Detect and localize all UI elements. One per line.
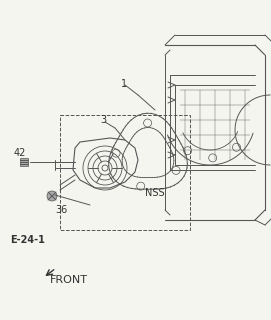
Text: 36: 36: [55, 205, 67, 215]
Circle shape: [47, 191, 57, 201]
Text: NSS: NSS: [145, 188, 164, 198]
Text: 1: 1: [121, 79, 127, 89]
Text: 3: 3: [100, 115, 106, 125]
Text: 42: 42: [14, 148, 26, 158]
Text: E-24-1: E-24-1: [10, 235, 45, 245]
Bar: [20, 158, 28, 166]
Text: FRONT: FRONT: [50, 275, 88, 285]
